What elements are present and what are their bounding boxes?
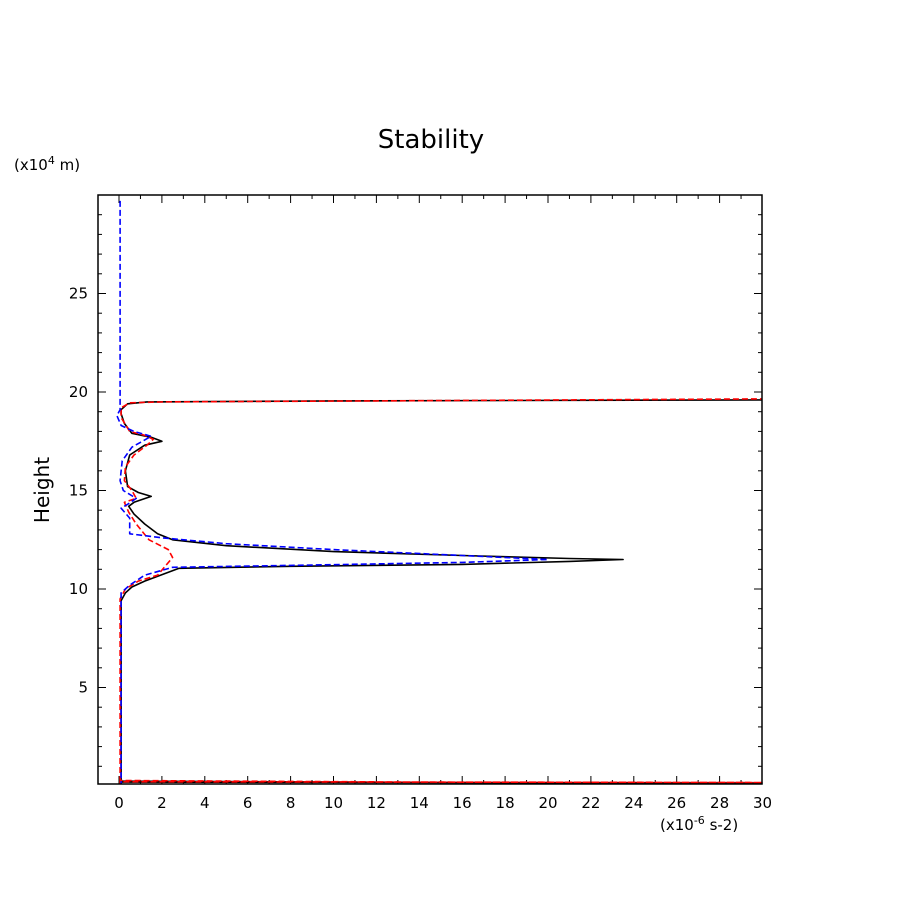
x-tick-label: 24: [624, 794, 643, 812]
y-unit-label: (x104 m): [14, 154, 80, 174]
y-tick-label: 20: [69, 383, 88, 401]
x-tick-label: 0: [114, 794, 124, 812]
plot-lines: [116, 200, 763, 784]
x-tick-label: 14: [410, 794, 429, 812]
chart-title: Stability: [378, 125, 484, 155]
y-tick-label: 10: [69, 580, 88, 598]
series-line-2: [116, 200, 549, 784]
x-tick-label: 26: [667, 794, 686, 812]
x-tick-label: 2: [157, 794, 167, 812]
x-unit-exponent: -6: [694, 814, 705, 827]
x-tick-label: 4: [200, 794, 210, 812]
axis-ticks: [98, 195, 762, 784]
y-axis-label: Height: [30, 457, 54, 523]
series-line-0: [120, 399, 763, 784]
x-tick-label: 16: [453, 794, 472, 812]
x-tick-label: 18: [496, 794, 515, 812]
series-line-1: [119, 398, 763, 784]
x-tick-label: 22: [581, 794, 600, 812]
x-unit-suffix: s-2): [705, 816, 738, 834]
x-unit-base: (x10: [660, 816, 694, 834]
x-tick-label: 20: [538, 794, 557, 812]
y-tick-label: 5: [78, 679, 88, 697]
x-tick-label: 12: [367, 794, 386, 812]
y-unit-base: (x10: [14, 156, 48, 174]
y-unit-exponent: 4: [48, 154, 55, 167]
x-tick-label: 10: [324, 794, 343, 812]
x-tick-label: 6: [243, 794, 253, 812]
plot-frame: [97, 194, 763, 785]
y-tick-label: 25: [69, 285, 88, 303]
x-tick-label: 30: [753, 794, 772, 812]
y-tick-label: 15: [69, 482, 88, 500]
y-unit-suffix: m): [55, 156, 80, 174]
x-tick-label: 8: [286, 794, 296, 812]
x-unit-label: (x10-6 s-2): [660, 814, 738, 834]
x-tick-label: 28: [710, 794, 729, 812]
